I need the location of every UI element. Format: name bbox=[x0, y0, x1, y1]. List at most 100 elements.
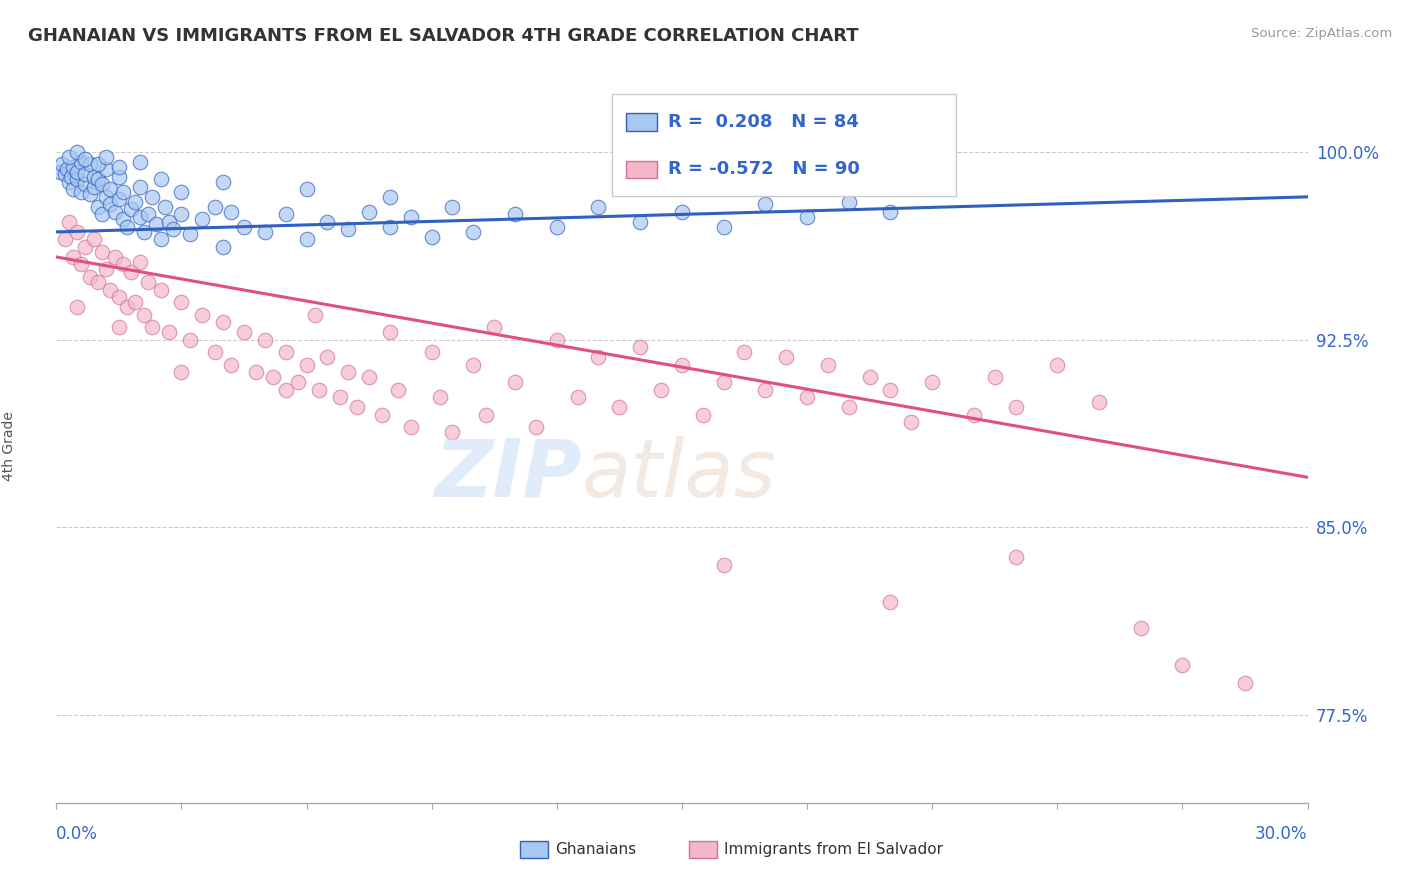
Point bbox=[49, 165, 72, 179]
Point bbox=[1088, 395, 1111, 409]
Point bbox=[204, 345, 226, 359]
Point bbox=[754, 383, 776, 397]
Point bbox=[245, 365, 267, 379]
Point bbox=[253, 333, 276, 347]
Point bbox=[100, 182, 122, 196]
Point bbox=[399, 420, 422, 434]
Point bbox=[463, 225, 485, 239]
Point bbox=[879, 595, 901, 609]
Point bbox=[96, 190, 118, 204]
Point bbox=[104, 250, 127, 264]
Point bbox=[1234, 675, 1257, 690]
Point bbox=[128, 210, 150, 224]
Point bbox=[546, 333, 568, 347]
Text: R =  0.208   N = 84: R = 0.208 N = 84 bbox=[668, 113, 859, 131]
Point bbox=[191, 212, 214, 227]
Point bbox=[274, 383, 297, 397]
Point bbox=[115, 300, 138, 314]
Point bbox=[329, 390, 352, 404]
Point bbox=[879, 205, 901, 219]
Point bbox=[58, 215, 80, 229]
Point bbox=[274, 207, 297, 221]
Point bbox=[274, 345, 297, 359]
Point bbox=[120, 202, 142, 217]
Point bbox=[51, 157, 73, 171]
Point bbox=[1171, 658, 1194, 673]
Point bbox=[316, 350, 339, 364]
Point bbox=[588, 350, 610, 364]
Text: ZIP: ZIP bbox=[434, 435, 582, 514]
Point bbox=[420, 345, 443, 359]
Point bbox=[108, 169, 131, 184]
Point bbox=[337, 222, 360, 236]
Point bbox=[136, 207, 159, 221]
Point bbox=[75, 167, 97, 181]
Point bbox=[879, 383, 901, 397]
Point bbox=[66, 225, 89, 239]
Point bbox=[145, 218, 167, 232]
Point bbox=[963, 408, 986, 422]
Point bbox=[304, 308, 326, 322]
Point bbox=[567, 390, 589, 404]
Point bbox=[162, 222, 184, 236]
Point bbox=[66, 172, 89, 186]
Point bbox=[253, 225, 276, 239]
Point bbox=[295, 232, 318, 246]
Point bbox=[111, 257, 134, 271]
Point bbox=[87, 157, 110, 171]
Point bbox=[96, 162, 118, 177]
Point bbox=[136, 275, 159, 289]
Point bbox=[108, 193, 131, 207]
Point bbox=[58, 175, 80, 189]
Point bbox=[75, 178, 97, 192]
Point bbox=[179, 227, 201, 242]
Point bbox=[463, 358, 485, 372]
Point bbox=[212, 175, 235, 189]
Point bbox=[420, 230, 443, 244]
Text: 30.0%: 30.0% bbox=[1256, 825, 1308, 843]
Point bbox=[120, 265, 142, 279]
Point bbox=[984, 370, 1007, 384]
Point bbox=[170, 207, 193, 221]
Point bbox=[132, 225, 155, 239]
Text: GHANAIAN VS IMMIGRANTS FROM EL SALVADOR 4TH GRADE CORRELATION CHART: GHANAIAN VS IMMIGRANTS FROM EL SALVADOR … bbox=[28, 27, 859, 45]
Point bbox=[124, 295, 146, 310]
Point bbox=[359, 370, 381, 384]
Point bbox=[108, 320, 131, 334]
Point bbox=[378, 325, 401, 339]
Point bbox=[1046, 358, 1069, 372]
Point bbox=[503, 375, 526, 389]
Point bbox=[308, 383, 330, 397]
Point bbox=[921, 375, 943, 389]
Point bbox=[66, 165, 89, 179]
Point bbox=[838, 400, 860, 414]
Point bbox=[441, 425, 464, 440]
Point bbox=[713, 219, 735, 234]
Point bbox=[83, 169, 105, 184]
Point bbox=[692, 408, 714, 422]
Point bbox=[132, 308, 155, 322]
Point bbox=[128, 154, 150, 169]
Point bbox=[650, 383, 672, 397]
Point bbox=[503, 207, 526, 221]
Point bbox=[221, 358, 243, 372]
Point bbox=[179, 333, 201, 347]
Point bbox=[149, 172, 172, 186]
Text: Immigrants from El Salvador: Immigrants from El Salvador bbox=[724, 842, 943, 856]
Point bbox=[91, 207, 114, 221]
Point bbox=[170, 365, 193, 379]
Point bbox=[79, 157, 101, 171]
Point bbox=[115, 219, 138, 234]
Point bbox=[149, 232, 172, 246]
Point bbox=[475, 408, 498, 422]
Point bbox=[378, 190, 401, 204]
Point bbox=[62, 250, 84, 264]
Point bbox=[58, 150, 80, 164]
Point bbox=[754, 197, 776, 211]
Point bbox=[108, 160, 131, 174]
Point bbox=[337, 365, 360, 379]
Point bbox=[128, 179, 150, 194]
Point bbox=[149, 283, 172, 297]
Point bbox=[62, 160, 84, 174]
Point bbox=[295, 182, 318, 196]
